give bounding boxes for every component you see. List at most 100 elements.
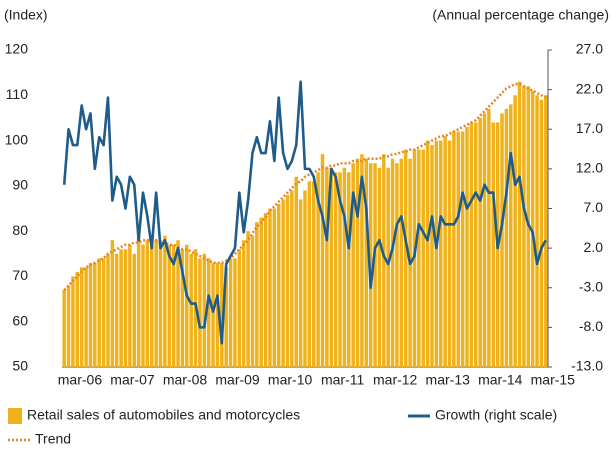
bar: [110, 240, 115, 367]
bar: [360, 154, 364, 367]
y-tick-label: 100: [5, 131, 29, 147]
y-tick-label: 80: [12, 222, 28, 238]
bar: [84, 267, 88, 367]
bar: [128, 244, 132, 367]
bar: [97, 258, 101, 367]
bar: [329, 167, 334, 367]
bar: [513, 95, 517, 368]
bar: [167, 244, 172, 367]
bar: [132, 253, 136, 367]
x-tick-label: mar-07: [110, 372, 155, 388]
y2-tick-label: 12.0: [576, 160, 603, 176]
bar: [456, 131, 460, 367]
bar: [294, 176, 298, 367]
bar: [382, 154, 386, 367]
y-tick-label: 120: [5, 41, 29, 57]
bar: [228, 258, 233, 367]
bar: [417, 149, 421, 367]
bar: [373, 163, 377, 367]
y2-tick-label: -3.0: [579, 278, 603, 294]
y2-tick-label: 17.0: [576, 120, 603, 136]
bar: [206, 258, 211, 367]
bar: [150, 244, 154, 367]
bar: [487, 108, 491, 367]
bar: [276, 203, 281, 367]
bar: [434, 140, 439, 367]
bar: [211, 262, 215, 367]
bar: [198, 258, 202, 367]
y2-tick-label: 27.0: [576, 41, 603, 57]
bar: [325, 167, 329, 367]
bar: [517, 81, 522, 367]
y2-tick-label: 7.0: [584, 199, 604, 215]
bar: [75, 271, 80, 367]
bar: [390, 158, 395, 367]
trend-line: [63, 82, 547, 291]
y2-axis-title: (Annual percentage change): [432, 7, 609, 23]
x-tick-label: mar-06: [58, 372, 103, 388]
bar: [399, 158, 404, 367]
bar: [123, 249, 128, 367]
x-tick-label: mar-12: [373, 372, 418, 388]
bar: [386, 167, 390, 367]
bar: [403, 149, 408, 367]
y-tick-label: 110: [6, 86, 29, 102]
bar: [447, 140, 452, 367]
bar: [62, 290, 66, 367]
bar: [522, 86, 526, 367]
bar: [530, 90, 535, 367]
y-axis-title: (Index): [4, 7, 48, 23]
bar: [79, 267, 84, 367]
bar: [290, 190, 294, 367]
bar: [355, 158, 360, 367]
bar: [220, 262, 224, 367]
bar: [312, 181, 316, 367]
bar: [460, 131, 465, 367]
x-tick-label: mar-10: [268, 372, 313, 388]
y-tick-label: 70: [12, 267, 28, 283]
bar: [298, 199, 303, 367]
bar: [535, 95, 539, 368]
bar: [88, 262, 93, 367]
bar: [66, 285, 71, 367]
bar: [114, 253, 119, 367]
bar: [500, 113, 504, 368]
bar: [307, 181, 312, 367]
bar: [241, 240, 246, 367]
bar: [119, 249, 123, 367]
bar: [377, 167, 382, 367]
y-tick-label: 60: [12, 312, 28, 328]
bar: [465, 126, 469, 367]
x-tick-label: mar-15: [531, 372, 576, 388]
bar: [347, 172, 351, 367]
bar: [255, 222, 259, 367]
bar: [93, 262, 97, 367]
bar: [443, 136, 447, 367]
legend-label: Growth (right scale): [435, 407, 557, 423]
bar: [268, 208, 272, 367]
y2-tick-label: 2.0: [584, 239, 604, 255]
bar: [136, 235, 141, 367]
bar: [303, 190, 307, 367]
y2-tick-label: -8.0: [579, 318, 603, 334]
bar: [189, 253, 193, 367]
bar: [478, 117, 482, 367]
bar: [285, 194, 290, 367]
bar: [202, 253, 207, 367]
bar: [233, 258, 237, 367]
bar: [185, 244, 189, 367]
bar: [259, 217, 263, 367]
bar: [395, 163, 399, 367]
x-tick-label: mar-11: [321, 372, 365, 388]
bar: [163, 235, 167, 367]
y-tick-label: 50: [12, 358, 28, 374]
bar: [145, 240, 150, 367]
x-tick-label: mar-09: [215, 372, 260, 388]
bar: [342, 167, 347, 367]
bar: [281, 199, 285, 367]
bar: [491, 122, 496, 367]
bar: [154, 240, 158, 367]
bar: [263, 213, 268, 367]
bar: [171, 244, 176, 367]
